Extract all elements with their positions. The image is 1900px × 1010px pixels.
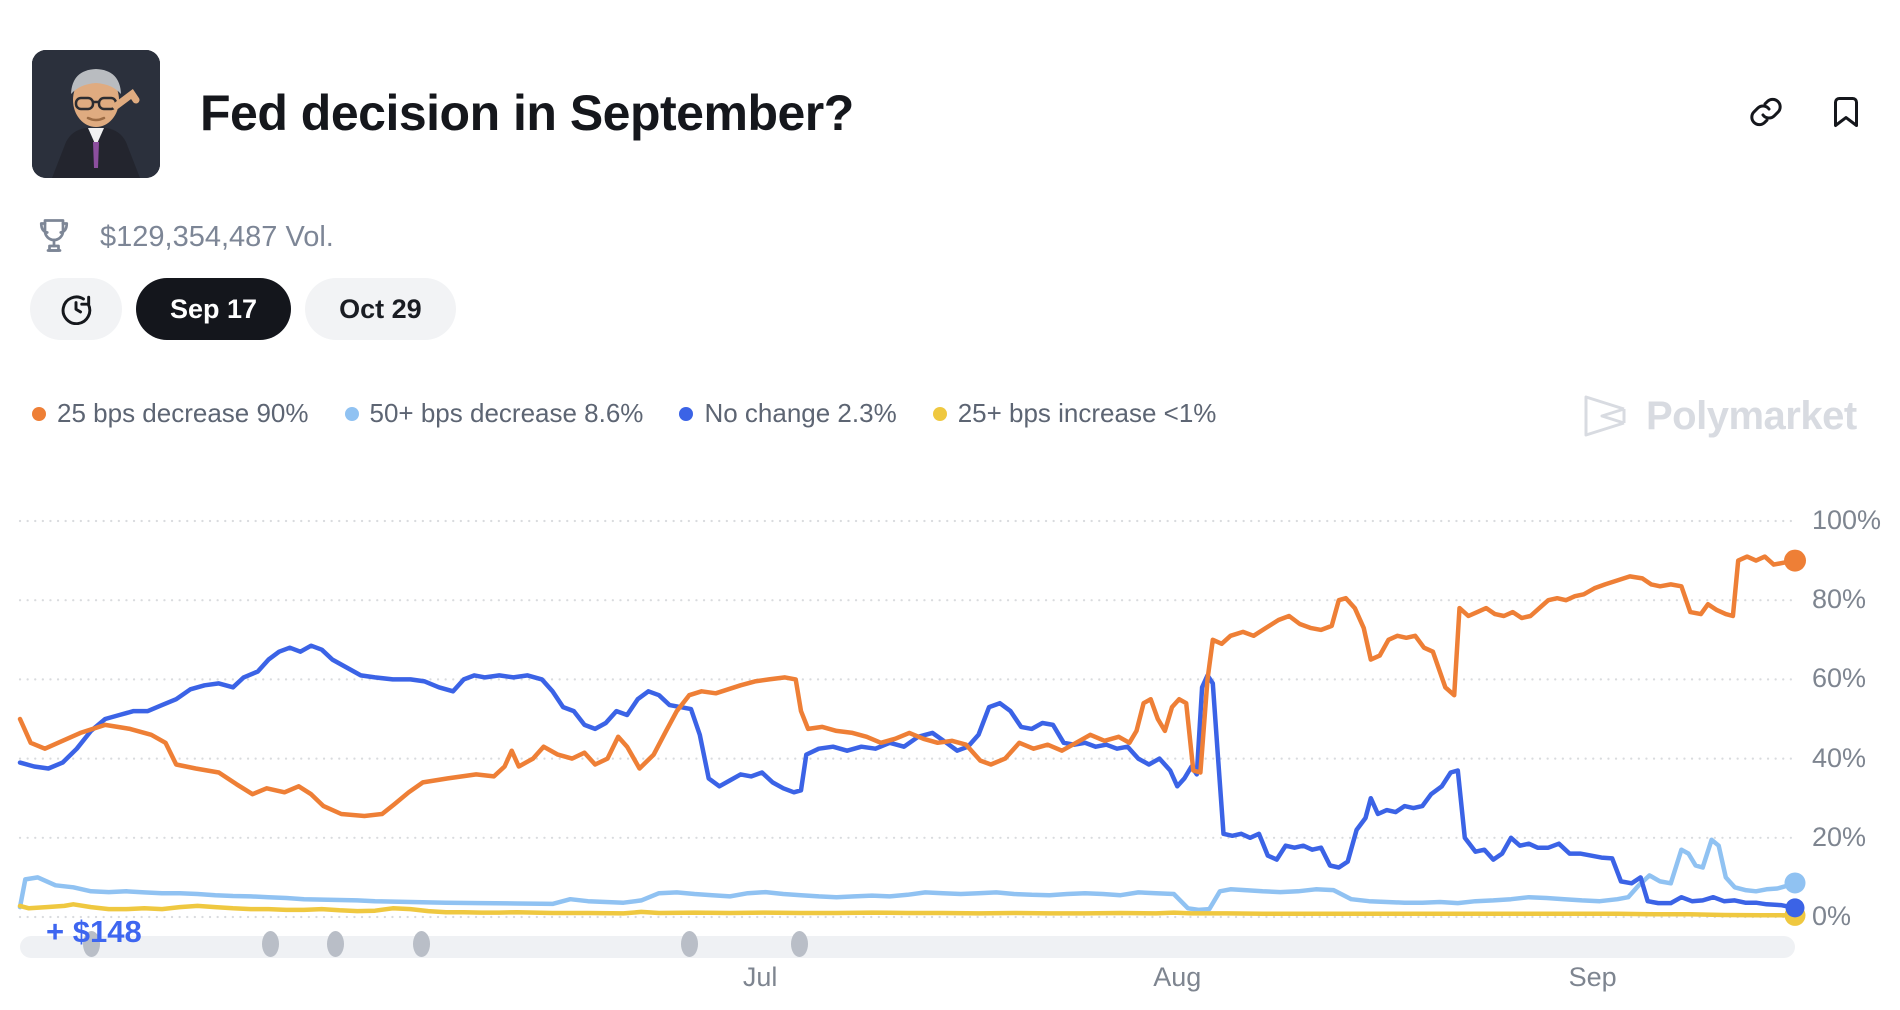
- series-line-25-bps-increase: [17, 902, 1798, 918]
- volume-value: $129,354,487 Vol.: [100, 220, 334, 253]
- page-title: Fed decision in September?: [200, 85, 854, 141]
- scrubber-marker-2[interactable]: [327, 931, 345, 957]
- scrubber-marker-5[interactable]: [790, 931, 808, 957]
- timeline-scrubber[interactable]: [20, 936, 1795, 958]
- y-axis-tick-40: 40%: [1812, 742, 1867, 773]
- market-avatar: [32, 50, 160, 178]
- y-axis-tick-20: 20%: [1812, 821, 1867, 852]
- bookmark-icon: [1834, 97, 1858, 127]
- series-end-dot-no-change: [1785, 898, 1805, 918]
- scrubber-marker-1[interactable]: [261, 931, 279, 957]
- tab-sep-17[interactable]: Sep 17: [136, 278, 292, 340]
- history-pill-button[interactable]: [30, 278, 122, 340]
- legend-item-label: 25 bps decrease 90%: [57, 398, 309, 428]
- legend-item-label: No change 2.3%: [704, 398, 897, 428]
- x-axis-tick-sep: Sep: [1568, 962, 1617, 992]
- legend-dot-icon: [932, 406, 947, 421]
- powell-portrait-placeholder: [32, 50, 160, 178]
- polymarket-logo-icon: [1584, 395, 1626, 437]
- y-axis-tick-80: 80%: [1812, 584, 1867, 615]
- bookmark-button[interactable]: [1828, 94, 1864, 130]
- legend-item-label: 25+ bps increase <1%: [957, 398, 1217, 428]
- date-tabs: Sep 17 Oct 29: [30, 278, 456, 340]
- series-line-50-bps-decrease: [17, 837, 1798, 913]
- scrubber-marker-3[interactable]: [412, 931, 430, 957]
- legend-dot-icon: [32, 406, 46, 421]
- y-axis-tick-60: 60%: [1812, 663, 1867, 694]
- legend-item-2[interactable]: No change 2.3%: [679, 398, 897, 429]
- trophy-icon: [39, 219, 69, 252]
- scrubber-marker-4[interactable]: [680, 931, 698, 957]
- y-axis-tick-100: 100%: [1812, 505, 1882, 535]
- series-line-no-change: [17, 643, 1798, 911]
- legend-dot-icon: [344, 406, 359, 421]
- tab-oct-29[interactable]: Oct 29: [305, 278, 456, 340]
- pnl-value: + $148: [46, 914, 142, 949]
- legend-item-label: 50+ bps decrease 8.6%: [369, 398, 644, 428]
- series-end-dot-50-bps-decrease: [1784, 872, 1806, 894]
- y-axis-tick-0: 0%: [1812, 901, 1852, 931]
- polymarket-watermark: Polymarket: [1578, 392, 1857, 440]
- top-actions: [1748, 94, 1864, 130]
- legend-item-1[interactable]: 50+ bps decrease 8.6%: [344, 398, 644, 429]
- link-icon: [1750, 97, 1782, 127]
- clock-history-icon: [61, 295, 92, 325]
- legend-item-0[interactable]: 25 bps decrease 90%: [32, 398, 309, 429]
- copy-link-button[interactable]: [1748, 94, 1784, 130]
- volume-row: $129,354,487 Vol.: [36, 216, 334, 258]
- chart-canvas[interactable]: [17, 507, 1806, 927]
- chart-legend: 25 bps decrease 90% 50+ bps decrease 8.6%…: [32, 398, 1216, 429]
- legend-dot-icon: [679, 406, 694, 421]
- x-axis-tick-jul: Jul: [742, 962, 778, 992]
- legend-item-3[interactable]: 25+ bps increase <1%: [932, 398, 1217, 429]
- series-end-dot-25-bps-decrease: [1784, 549, 1806, 572]
- series-line-25-bps-decrease: [17, 554, 1798, 819]
- polymarket-watermark-text: Polymarket: [1646, 393, 1857, 438]
- scrubber-marker-0[interactable]: [82, 931, 100, 957]
- x-axis-tick-aug: Aug: [1153, 962, 1202, 992]
